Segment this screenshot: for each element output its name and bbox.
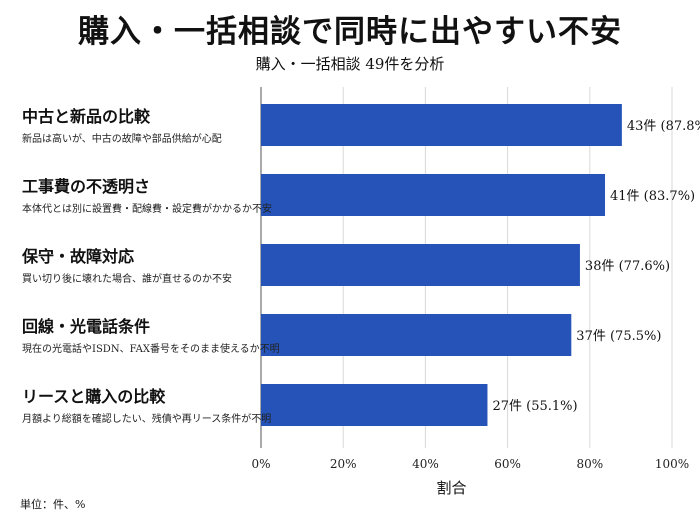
x-axis-label: 割合 — [436, 479, 466, 497]
bar-value-label: 27件 (55.1%) — [492, 399, 577, 414]
bar-value-label: 38件 (77.6%) — [585, 259, 670, 274]
x-tick-label: 0% — [251, 457, 270, 471]
category-description: 買い切り後に壊れた場合、誰が直せるのか不安 — [22, 272, 232, 285]
bar — [261, 384, 488, 426]
category-description: 新品は高いが、中古の故障や部品供給が心配 — [22, 132, 222, 145]
category-label: 回線・光電話条件 — [22, 317, 150, 336]
bar-value-label: 41件 (83.7%) — [610, 189, 695, 204]
category-label: 中古と新品の比較 — [22, 107, 151, 126]
bar — [261, 174, 606, 216]
category-description: 本体代とは別に設置費・配線費・設定費がかかるか不安 — [22, 202, 272, 215]
bar — [261, 104, 622, 146]
x-tick-label: 100% — [655, 457, 689, 471]
category-label: リースと購入の比較 — [22, 387, 166, 406]
unit-note: 単位：件、% — [20, 498, 86, 511]
bar — [261, 244, 580, 286]
category-description: 現在の光電話やISDN、FAX番号をそのまま使えるか不明 — [22, 342, 280, 355]
category-label: 工事費の不透明さ — [22, 177, 150, 196]
bar — [261, 314, 572, 356]
category-description: 月額より総額を確認したい、残債や再リース条件が不明 — [22, 412, 271, 425]
chart-title: 購入・一括相談で同時に出やすい不安 — [78, 14, 622, 50]
x-tick-label: 80% — [576, 457, 603, 471]
category-label: 保守・故障対応 — [21, 247, 134, 266]
x-tick-label: 20% — [330, 457, 357, 471]
x-tick-label: 40% — [412, 457, 439, 471]
bar-value-label: 43件 (87.8%) — [627, 119, 700, 134]
chart-subtitle: 購入・一括相談 49件を分析 — [255, 55, 445, 73]
bar-value-label: 37件 (75.5%) — [576, 329, 661, 344]
x-tick-label: 60% — [494, 457, 521, 471]
